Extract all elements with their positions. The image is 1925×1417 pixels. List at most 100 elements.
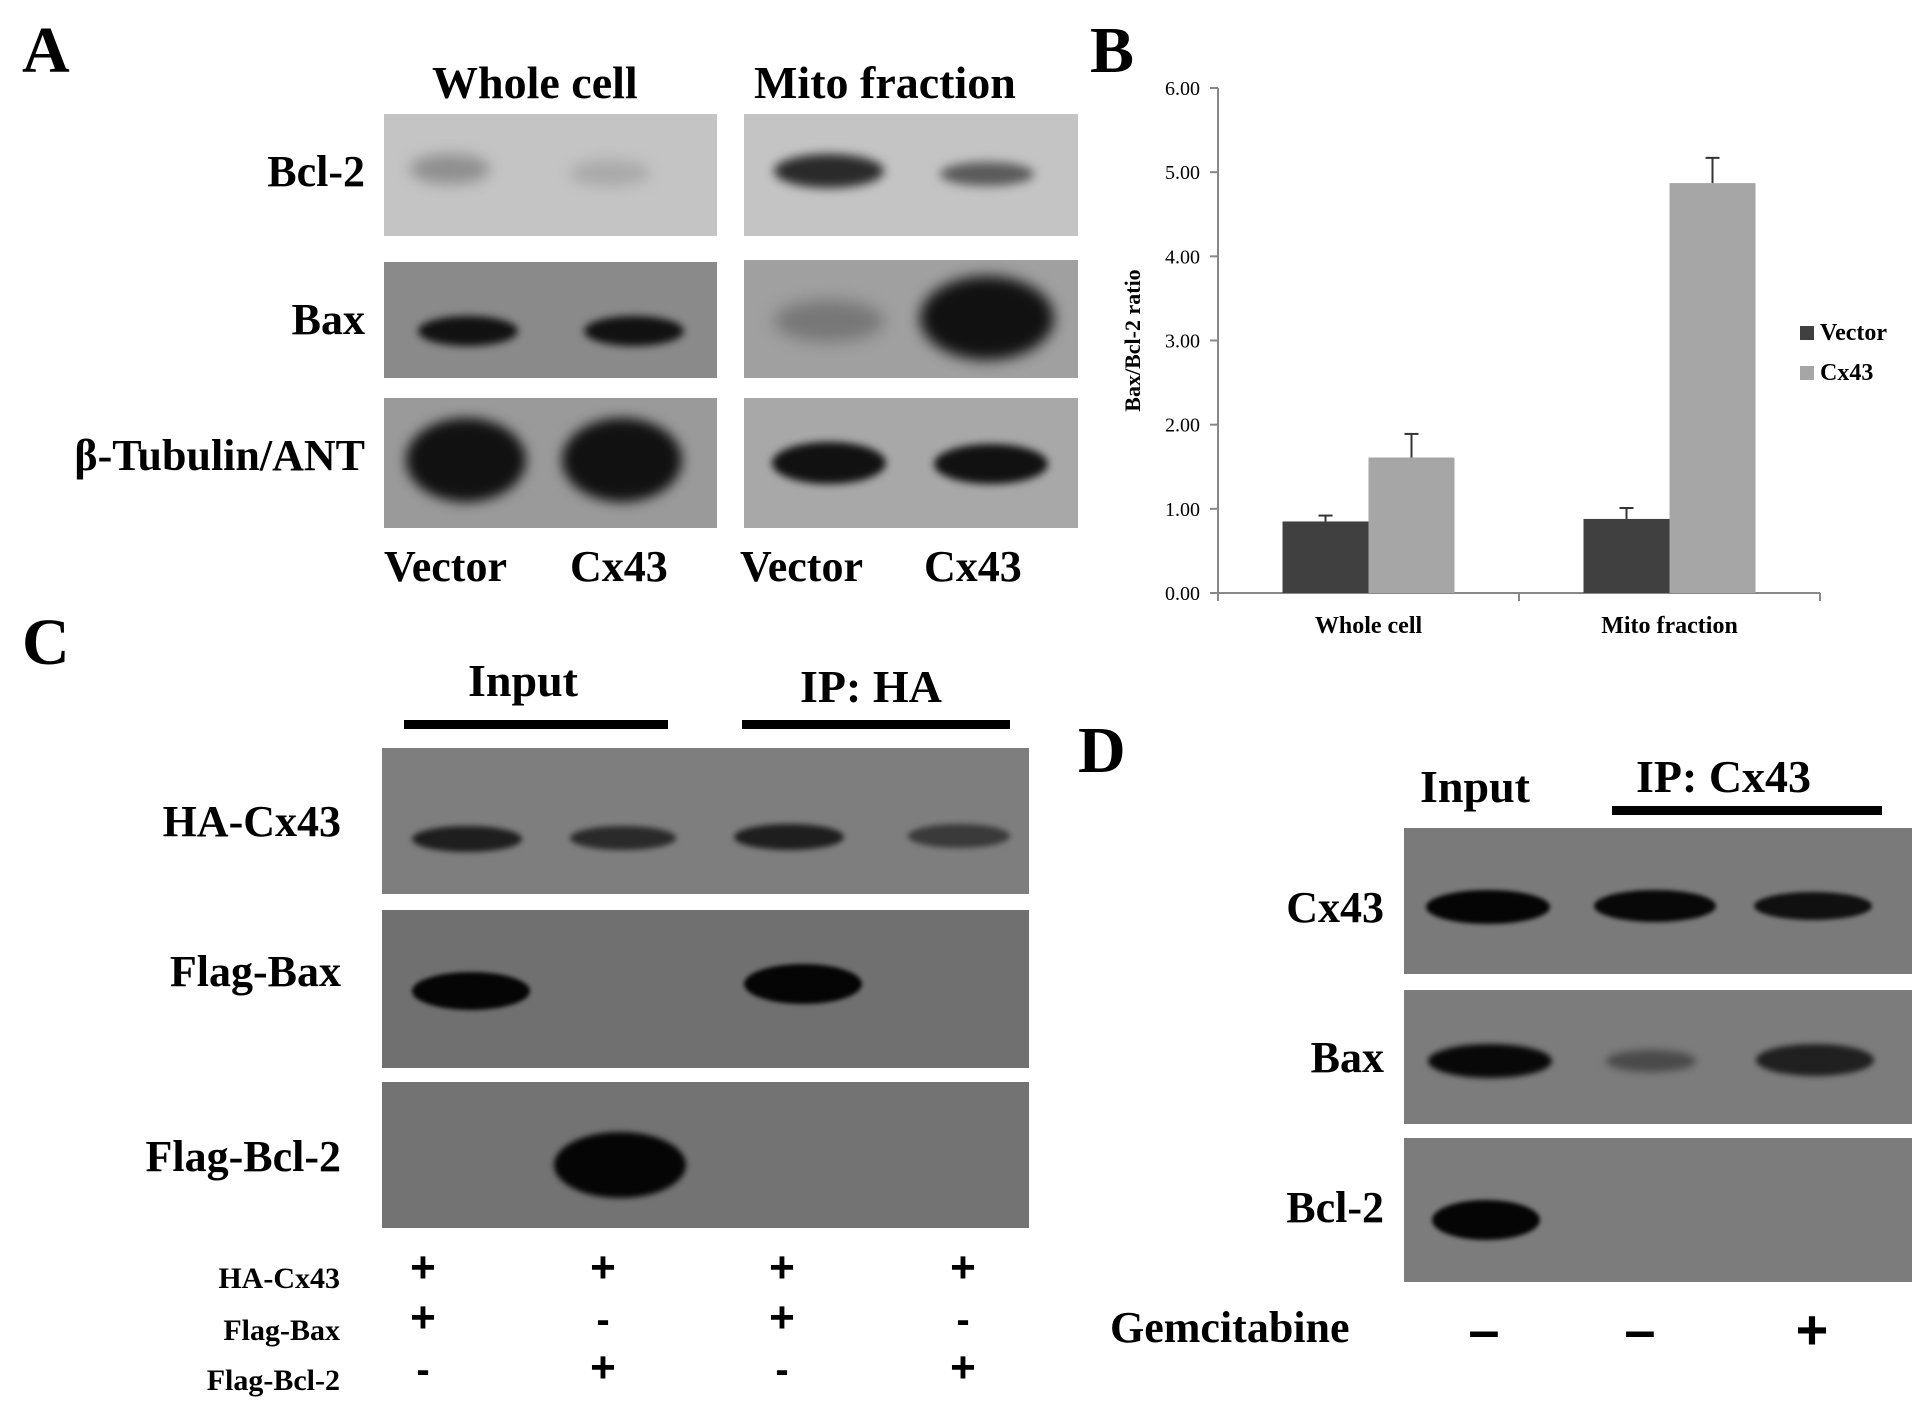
panel-c-symbol: +	[410, 1293, 436, 1342]
x-category-label: Whole cell	[1315, 613, 1423, 639]
band	[412, 826, 522, 852]
panel-a-row-tubulin-ant: β-Tubulin/ANT	[74, 431, 365, 480]
band	[562, 418, 682, 502]
panel-c-row-flag-bcl2: Flag-Bcl-2	[145, 1132, 341, 1181]
panel-a-header-whole-cell: Whole cell	[432, 57, 638, 108]
blot-a-wholecell-bax	[384, 262, 717, 378]
panel-d-symbol: +	[1795, 1298, 1829, 1361]
y-tick-label: 6.00	[1165, 78, 1200, 100]
band	[570, 826, 676, 850]
panel-a-label: A	[22, 14, 70, 87]
blot-c-flag-bcl2	[382, 1082, 1029, 1228]
panel-d-ip-bracket	[1612, 806, 1882, 815]
panel-a-lane-cx43-2: Cx43	[924, 542, 1022, 591]
panel-c-symbol: +	[950, 1343, 976, 1392]
panel-a-row-bax: Bax	[291, 295, 365, 344]
x-category-label: Mito fraction	[1601, 613, 1738, 639]
band	[774, 154, 884, 188]
panel-c-symbol: +	[590, 1243, 616, 1292]
panel-c-header-input: Input	[468, 655, 578, 706]
panel-c-ip-bracket	[742, 720, 1010, 729]
blot-d-bax	[1404, 990, 1912, 1124]
bar-vector-0	[1282, 521, 1369, 593]
panel-c-cond-flag-bcl2-label: Flag-Bcl-2	[206, 1364, 340, 1397]
blot-a-wholecell-bcl2	[384, 114, 717, 236]
band	[908, 824, 1010, 848]
band	[1594, 890, 1716, 922]
band	[774, 300, 884, 342]
bar-cx43-1	[1669, 183, 1756, 593]
panel-a-lane-cx43-1: Cx43	[570, 542, 668, 591]
panel-c-input-bracket	[404, 720, 668, 729]
panel-d-row-cx43: Cx43	[1286, 883, 1384, 932]
panel-a-header-mito-fraction: Mito fraction	[754, 57, 1016, 108]
panel-d-label: D	[1078, 714, 1126, 787]
y-axis-label: Bax/Bcl-2 ratio	[1120, 269, 1145, 411]
panel-c-symbol: +	[769, 1293, 795, 1342]
panel-c-symbol: -	[596, 1298, 610, 1342]
panel-c-symbol: -	[416, 1348, 430, 1392]
band	[410, 154, 490, 184]
band	[934, 444, 1048, 484]
panel-d-header-input: Input	[1420, 761, 1530, 812]
y-tick-label: 1.00	[1165, 499, 1200, 521]
legend-label-cx43: Cx43	[1820, 360, 1873, 386]
blot-a-mito-bcl2	[744, 114, 1078, 236]
panel-b-label: B	[1090, 14, 1135, 87]
panel-a-row-bcl2: Bcl-2	[267, 147, 365, 196]
panel-d-row-bax: Bax	[1310, 1033, 1384, 1082]
blot-a-mito-ant	[744, 398, 1078, 528]
band	[1756, 1044, 1874, 1076]
panel-c-label: C	[22, 606, 70, 679]
band	[1754, 892, 1872, 920]
y-tick-label: 5.00	[1165, 162, 1200, 184]
panel-c-symbol: -	[956, 1298, 970, 1342]
panel-c-row-ha-cx43: HA-Cx43	[162, 797, 341, 846]
bar-chart: 0.00 1.00 2.00 3.00 4.00 5.00 6.00 Whole cell Mi…	[1120, 78, 1887, 639]
band	[554, 1132, 686, 1198]
band	[418, 316, 518, 346]
panel-d-header-ip-cx43: IP: Cx43	[1636, 751, 1812, 802]
band	[412, 972, 530, 1010]
panel-d-symbol: –	[1624, 1298, 1656, 1361]
blot-c-ha-cx43	[382, 748, 1029, 894]
band	[1428, 1044, 1552, 1078]
legend-label-vector: Vector	[1820, 320, 1887, 346]
band	[570, 160, 650, 186]
panel-d-treatment-label: Gemcitabine	[1110, 1303, 1350, 1352]
band	[406, 418, 526, 502]
legend-swatch-vector	[1800, 326, 1814, 340]
panel-c-row-flag-bax: Flag-Bax	[169, 947, 341, 996]
band	[940, 162, 1034, 186]
panel-c-cond-flag-bax-label: Flag-Bax	[223, 1314, 340, 1347]
legend-swatch-cx43	[1800, 366, 1814, 380]
band	[584, 316, 684, 346]
blot-d-cx43	[1404, 828, 1912, 974]
bar-cx43-0	[1368, 457, 1455, 593]
blot-d-bcl2	[1404, 1138, 1912, 1282]
y-tick-label: 2.00	[1165, 415, 1200, 437]
blot-c-flag-bax	[382, 910, 1029, 1068]
panel-a-lane-vector-1: Vector	[384, 542, 507, 591]
band	[1432, 1200, 1540, 1240]
band	[734, 824, 844, 850]
band	[920, 276, 1054, 360]
panel-c-symbol: +	[590, 1343, 616, 1392]
panel-c-symbol: +	[410, 1243, 436, 1292]
bar-vector-1	[1583, 518, 1670, 593]
panel-c-cond-ha-cx43-label: HA-Cx43	[218, 1262, 340, 1295]
panel-c-header-ip-ha: IP: HA	[800, 661, 942, 712]
band	[1426, 890, 1550, 924]
y-tick-label: 0.00	[1165, 583, 1200, 605]
band	[772, 442, 886, 484]
panel-c-symbol: -	[775, 1348, 789, 1392]
band	[744, 964, 862, 1004]
panel-c-symbol: +	[769, 1243, 795, 1292]
y-tick-label: 3.00	[1165, 331, 1200, 353]
blot-a-wholecell-tubulin	[384, 398, 717, 528]
blot-a-mito-bax	[744, 260, 1078, 378]
panel-a-lane-vector-2: Vector	[740, 542, 863, 591]
panel-c-symbol: +	[950, 1243, 976, 1292]
panel-d-row-bcl2: Bcl-2	[1286, 1183, 1384, 1232]
band	[1606, 1050, 1696, 1072]
